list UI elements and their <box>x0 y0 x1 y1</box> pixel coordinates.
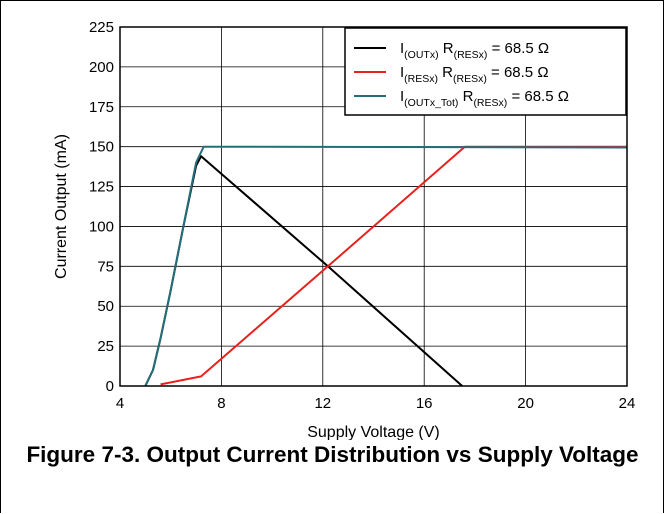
y-tick-label: 25 <box>97 338 114 355</box>
y-tick-label: 125 <box>89 179 114 196</box>
figure-caption: Figure 7-3. Output Current Distribution … <box>26 442 639 467</box>
legend-label: I(OUTx_Tot) R(RESx) = 68.5 Ω <box>400 88 569 109</box>
y-tick-label: 50 <box>97 298 114 315</box>
y-tick-label: 175 <box>89 99 114 116</box>
y-tick-label: 200 <box>89 59 114 76</box>
x-tick-label: 20 <box>517 395 534 412</box>
y-tick-label: 100 <box>89 218 114 235</box>
y-tick-label: 75 <box>97 258 114 275</box>
y-tick-label: 0 <box>106 378 114 395</box>
chart-svg: 4 8 12 16 20 24 0 25 50 75 100 125 150 175 200 225 Sup… <box>53 19 636 440</box>
x-tick-label: 24 <box>619 395 636 412</box>
x-tick-label: 4 <box>116 395 124 412</box>
x-tick-labels: 4 8 12 16 20 24 <box>116 395 636 412</box>
x-tick-label: 12 <box>314 395 331 412</box>
series-lines <box>144 145 628 387</box>
y-tick-label: 225 <box>89 19 114 36</box>
y-tick-label: 150 <box>89 139 114 156</box>
legend: I(OUTx) R(RESx) = 68.5 Ω I(RESx) R(RESx) … <box>344 27 627 116</box>
legend-label: I(OUTx) R(RESx) = 68.5 Ω <box>400 40 549 61</box>
legend-label: I(RESx) R(RESx) = 68.5 Ω <box>400 64 549 85</box>
plot-border <box>119 26 628 387</box>
x-tick-label: 8 <box>217 395 225 412</box>
x-tick-label: 16 <box>416 395 433 412</box>
x-axis-label: Supply Voltage (V) <box>307 424 440 440</box>
legend-box <box>344 27 627 116</box>
series-line-3 <box>144 145 628 387</box>
y-tick-labels: 0 25 50 75 100 125 150 175 200 225 <box>89 19 114 395</box>
y-axis-label: Current Output (mA) <box>53 134 70 279</box>
